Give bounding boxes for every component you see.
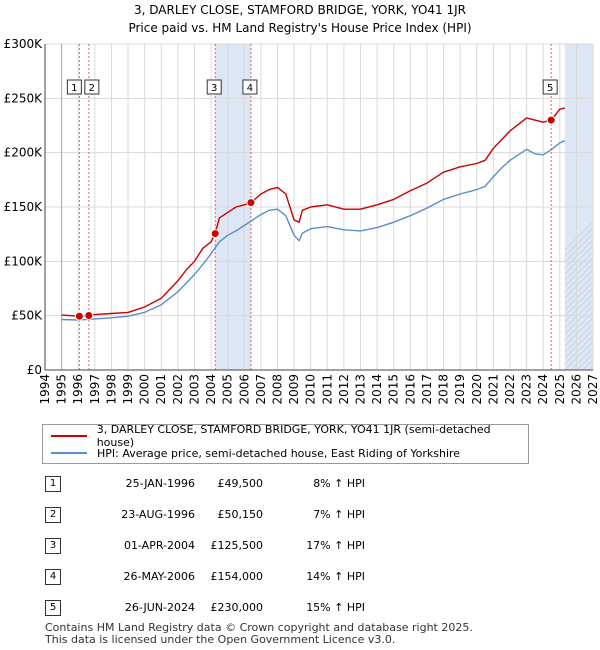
legend-swatch-blue <box>51 452 87 454</box>
price-paid-series-line <box>61 107 565 317</box>
x-tick-label: 2023 <box>520 374 534 405</box>
x-tick-label: 1994 <box>38 374 52 405</box>
table-row: 2 23-AUG-1996 £50,150 7% ↑ HPI <box>45 507 445 523</box>
x-tick-label: 2005 <box>221 374 235 405</box>
y-tick-label: £100K <box>4 254 44 268</box>
x-tick-label: 2024 <box>536 374 550 405</box>
x-tick-label: 2019 <box>453 374 467 405</box>
transaction-point <box>74 311 84 321</box>
legend: 3, DARLEY CLOSE, STAMFORD BRIDGE, YORK, … <box>42 423 529 464</box>
x-tick-label: 2001 <box>154 374 168 405</box>
x-tick-label: 2015 <box>387 374 401 405</box>
x-tick-label: 1998 <box>104 374 118 405</box>
transaction-number-badge: 1 <box>45 476 61 492</box>
hatch-line <box>595 44 600 370</box>
transaction-date: 25-JAN-1996 <box>125 477 195 490</box>
y-tick-label: £0 <box>27 363 42 377</box>
transaction-number-badge: 5 <box>45 600 61 616</box>
x-tick-label: 2003 <box>187 374 201 405</box>
price-chart: 1 2 3 4 5 £0 £50K £100K £150K £200K £250K £300K 1994… <box>4 37 600 405</box>
transaction-label-box <box>66 79 82 95</box>
x-tick-label: 1995 <box>55 374 69 405</box>
x-tick-label: 2013 <box>354 374 368 405</box>
x-tick-label: 2009 <box>287 374 301 405</box>
table-row: 1 25-JAN-1996 £49,500 8% ↑ HPI <box>45 476 445 492</box>
x-tick-label: 2017 <box>420 374 434 405</box>
x-tick-label: 2022 <box>503 374 517 405</box>
x-tick-label: 2014 <box>370 374 384 405</box>
x-tick-label: 2007 <box>254 374 268 405</box>
footer-licence: This data is licensed under the Open Gov… <box>45 633 396 646</box>
transaction-hpi-diff: 15% ↑ HPI <box>306 601 365 614</box>
x-tick-label: 2004 <box>204 374 218 405</box>
transaction-label-text: 5 <box>547 83 553 94</box>
x-tick-label: 2021 <box>486 374 500 405</box>
transaction-date: 26-JUN-2024 <box>124 601 195 614</box>
x-tick-label: 2011 <box>320 374 334 405</box>
y-tick-label: £200K <box>4 146 44 160</box>
x-tick-label: 2012 <box>337 374 351 405</box>
x-tick-label: 1997 <box>88 374 102 405</box>
transaction-label-text: 3 <box>211 83 217 94</box>
transaction-number-badge: 4 <box>45 569 61 585</box>
y-tick-label: £150K <box>4 200 44 214</box>
transaction-point <box>546 115 556 125</box>
y-tick-label: £50K <box>11 309 43 323</box>
transaction-date: 26-MAY-2006 <box>123 570 195 583</box>
x-tick-label: 2016 <box>403 374 417 405</box>
chart-subtitle: Price paid vs. HM Land Registry's House … <box>128 21 472 35</box>
x-tick-label: 2027 <box>586 374 600 405</box>
transaction-number-badge: 2 <box>45 507 61 523</box>
transaction-label-box <box>242 79 258 95</box>
chart-title-address: 3, DARLEY CLOSE, STAMFORD BRIDGE, YORK, … <box>133 3 466 17</box>
legend-item-price-paid: 3, DARLEY CLOSE, STAMFORD BRIDGE, YORK, … <box>51 423 528 449</box>
transaction-price: £50,150 <box>217 508 264 521</box>
x-tick-label: 2026 <box>569 374 583 405</box>
transaction-label-text: 1 <box>71 83 77 94</box>
x-tick-label: 1996 <box>71 374 85 405</box>
y-tick-label: £250K <box>4 91 44 105</box>
transaction-point <box>210 229 220 239</box>
x-tick-label: 2000 <box>138 374 152 405</box>
transaction-price: £49,500 <box>217 477 264 490</box>
transaction-date: 23-AUG-1996 <box>121 508 195 521</box>
transaction-hpi-diff: 7% ↑ HPI <box>313 508 365 521</box>
hpi-series-line <box>61 140 566 321</box>
y-tick-label: £300K <box>4 37 44 51</box>
transaction-hpi-diff: 14% ↑ HPI <box>306 570 365 583</box>
x-tick-label: 2020 <box>470 374 484 405</box>
transaction-point <box>246 198 256 208</box>
legend-item-hpi: HPI: Average price, semi-detached house,… <box>51 445 460 461</box>
x-tick-label: 2002 <box>171 374 185 405</box>
table-row: 5 26-JUN-2024 £230,000 15% ↑ HPI <box>45 600 445 616</box>
transaction-price: £230,000 <box>210 601 264 614</box>
legend-label-price-paid: 3, DARLEY CLOSE, STAMFORD BRIDGE, YORK, … <box>96 423 491 449</box>
table-row: 3 01-APR-2004 £125,500 17% ↑ HPI <box>45 538 445 554</box>
transaction-price: £125,500 <box>210 539 264 552</box>
legend-label-hpi: HPI: Average price, semi-detached house,… <box>97 446 461 460</box>
x-tick-label: 2010 <box>304 374 318 405</box>
transaction-hpi-diff: 8% ↑ HPI <box>313 477 365 490</box>
transaction-label-text: 4 <box>247 83 253 94</box>
legend-swatch-red <box>51 435 87 437</box>
transaction-label-box <box>84 79 100 95</box>
x-tick-label: 2018 <box>437 374 451 405</box>
x-tick-label: 2025 <box>553 374 567 405</box>
x-tick-label: 1999 <box>121 374 135 405</box>
transaction-hpi-diff: 17% ↑ HPI <box>306 539 365 552</box>
footer-copyright: Contains HM Land Registry data © Crown c… <box>45 621 473 634</box>
transaction-number-badge: 3 <box>45 538 61 554</box>
transaction-price: £154,000 <box>210 570 264 583</box>
table-row: 4 26-MAY-2006 £154,000 14% ↑ HPI <box>45 569 445 585</box>
x-tick-label: 2006 <box>237 374 251 405</box>
x-tick-label: 2008 <box>270 374 284 405</box>
transaction-date: 01-APR-2004 <box>123 539 195 552</box>
transaction-label-box <box>542 79 558 95</box>
transaction-label-box <box>206 79 222 95</box>
transaction-label-text: 2 <box>89 83 95 94</box>
transaction-point <box>84 311 94 321</box>
